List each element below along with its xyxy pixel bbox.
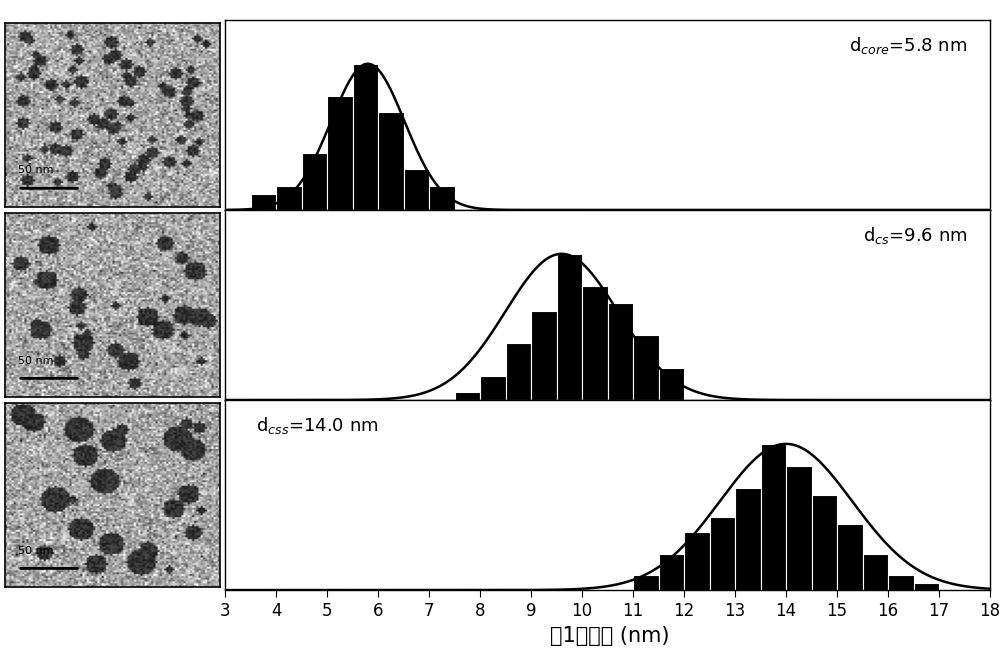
Bar (352, 64, 378, 210)
Bar (658, 554, 684, 590)
Bar (684, 532, 710, 590)
Bar (454, 392, 480, 400)
Bar (480, 376, 506, 400)
Bar (302, 153, 327, 210)
Text: d$_{cs}$=9.6 nm: d$_{cs}$=9.6 nm (863, 225, 967, 246)
Bar (633, 335, 658, 400)
Bar (710, 517, 735, 590)
Bar (531, 311, 556, 400)
Bar (582, 286, 608, 400)
Bar (786, 466, 812, 590)
Bar (556, 254, 582, 400)
Bar (862, 554, 888, 590)
Bar (404, 169, 429, 210)
Bar (658, 367, 684, 400)
Bar (735, 488, 761, 590)
Bar (812, 495, 837, 590)
Bar (914, 583, 939, 590)
Bar (837, 524, 862, 590)
Bar (327, 96, 352, 210)
Text: 頇1粒尺寸 (nm): 頇1粒尺寸 (nm) (550, 627, 670, 646)
Bar (429, 186, 454, 210)
Bar (888, 575, 914, 590)
Bar (608, 302, 633, 400)
Text: d$_{css}$=14.0 nm: d$_{css}$=14.0 nm (256, 415, 378, 436)
Text: 50 nm: 50 nm (18, 355, 53, 365)
Text: 50 nm: 50 nm (18, 546, 53, 556)
Bar (378, 113, 404, 210)
Bar (506, 343, 531, 400)
Bar (633, 575, 658, 590)
Text: 50 nm: 50 nm (18, 166, 53, 176)
Bar (761, 444, 786, 590)
Bar (276, 186, 302, 210)
Text: d$_{core}$=5.8 nm: d$_{core}$=5.8 nm (849, 35, 967, 56)
Bar (250, 194, 276, 210)
